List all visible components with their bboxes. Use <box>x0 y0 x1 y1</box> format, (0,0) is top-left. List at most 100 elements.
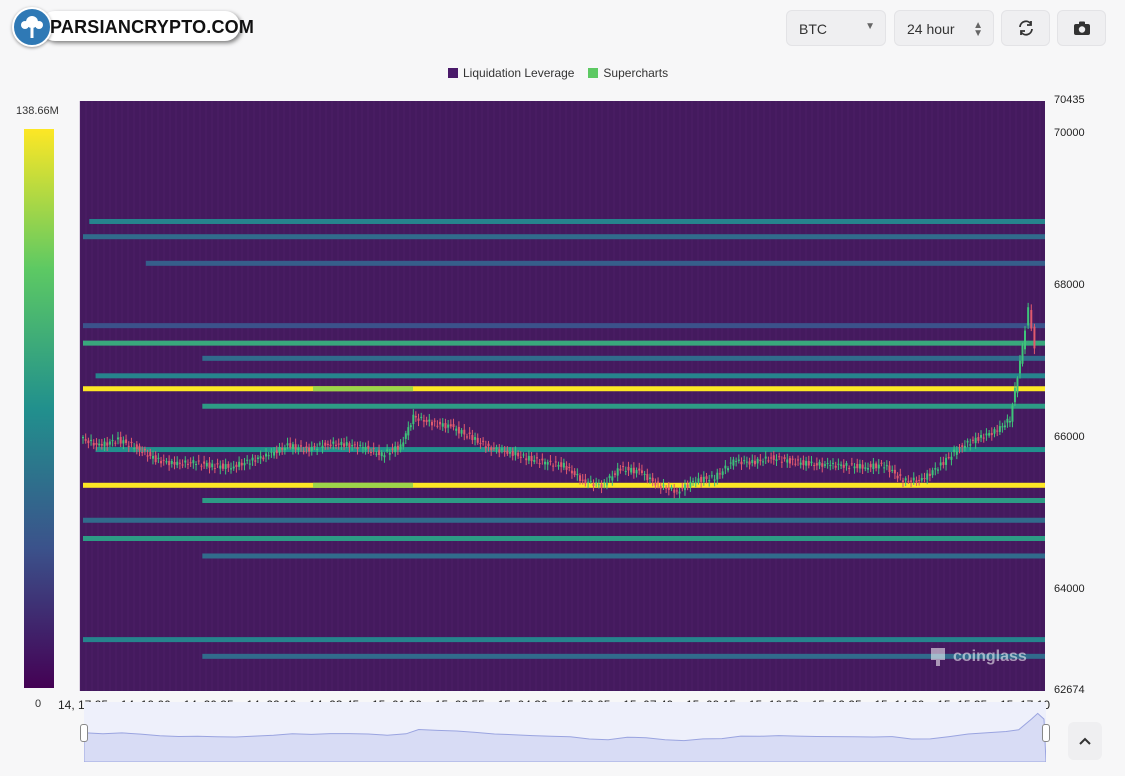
price-candle <box>95 443 98 445</box>
price-candle <box>367 445 370 449</box>
price-candle <box>326 443 329 445</box>
liquidation-band <box>83 323 1045 329</box>
price-candle <box>753 460 756 465</box>
price-candle <box>386 449 389 452</box>
price-candle <box>436 425 439 427</box>
price-candle <box>797 459 800 461</box>
navigator-right-handle[interactable] <box>1042 724 1050 742</box>
price-candle <box>474 437 477 440</box>
price-candle <box>562 462 565 468</box>
price-candle <box>867 468 869 470</box>
price-candle <box>624 471 627 473</box>
price-candle <box>216 463 219 465</box>
price-candle <box>391 448 394 450</box>
legend-item-supercharts[interactable]: Supercharts <box>588 66 668 80</box>
liquidation-band <box>83 234 1045 240</box>
y-tick-label: 66000 <box>1054 431 1085 444</box>
price-candle <box>375 453 378 455</box>
price-candle <box>449 424 452 427</box>
screenshot-button[interactable] <box>1057 10 1106 46</box>
price-candle <box>197 460 200 462</box>
price-candle <box>238 461 241 467</box>
price-candle <box>597 484 600 486</box>
logo-text: PARSIANCRYPTO.COM <box>50 17 255 37</box>
price-candle <box>530 455 533 462</box>
price-candle <box>433 420 436 422</box>
price-candle <box>359 444 362 446</box>
price-candle <box>525 458 528 461</box>
price-candle <box>310 446 313 451</box>
collapse-navigator-button[interactable] <box>1068 722 1102 760</box>
price-candle <box>646 474 649 481</box>
price-candle <box>821 463 824 467</box>
liquidation-band <box>95 373 1045 379</box>
navigator-left-handle[interactable] <box>80 724 88 742</box>
price-candle <box>417 418 420 421</box>
price-candle <box>281 447 284 450</box>
price-candle <box>651 477 654 482</box>
price-candle <box>490 447 493 451</box>
price-candle <box>584 479 587 484</box>
chevron-down-icon: ▼ <box>865 21 875 32</box>
price-candle <box>348 443 351 448</box>
price-candle <box>441 423 444 427</box>
price-candle <box>1024 330 1026 350</box>
watermark-text: coinglass <box>953 648 1027 665</box>
price-candle <box>1008 420 1011 423</box>
price-candle <box>794 463 797 465</box>
liquidation-band <box>202 653 1045 659</box>
price-candle <box>484 446 487 449</box>
legend-item-liquidation-leverage[interactable]: Liquidation Leverage <box>448 66 574 80</box>
price-candle <box>125 439 128 443</box>
price-candle <box>683 484 686 491</box>
price-candle <box>92 442 95 446</box>
price-candle <box>802 460 805 466</box>
refresh-button[interactable] <box>1001 10 1050 46</box>
timeframe-select[interactable]: 24 hour ▲ ▼ <box>894 10 994 46</box>
price-candle <box>535 457 538 459</box>
liquidation-band <box>83 340 1045 346</box>
range-navigator[interactable] <box>83 702 1047 763</box>
updown-arrows-icon: ▲ ▼ <box>973 20 983 39</box>
price-candle <box>130 441 133 444</box>
price-candle <box>430 421 433 426</box>
price-candle <box>1011 405 1014 422</box>
symbol-select[interactable]: BTC ▼ <box>786 10 886 46</box>
price-candle <box>514 451 517 456</box>
price-candle <box>275 450 278 454</box>
price-candle <box>409 425 412 428</box>
price-candle <box>294 444 297 450</box>
price-candle <box>439 421 442 425</box>
price-candle <box>149 452 152 457</box>
price-candle <box>727 468 730 471</box>
price-candle <box>632 467 635 474</box>
price-candle <box>963 445 966 449</box>
price-candle <box>856 463 859 469</box>
price-candle <box>211 463 214 468</box>
price-candle <box>428 419 431 422</box>
price-candle <box>928 473 931 476</box>
price-candle <box>745 461 748 463</box>
price-candle <box>422 420 425 422</box>
legend-label: Liquidation Leverage <box>463 66 575 80</box>
price-candle <box>560 462 563 467</box>
price-candle <box>945 457 948 465</box>
price-candle <box>872 463 875 470</box>
price-candle <box>815 463 818 466</box>
price-candle <box>630 468 633 473</box>
price-candle <box>230 468 233 470</box>
price-candle <box>627 466 630 471</box>
price-candle <box>810 461 813 464</box>
price-candle <box>506 450 509 454</box>
price-candle <box>969 444 972 446</box>
price-candle <box>920 478 923 481</box>
liquidation-band <box>202 403 1045 409</box>
price-candle <box>557 464 560 467</box>
price-candle <box>587 481 590 483</box>
price-candle <box>775 459 778 461</box>
price-candle <box>173 462 176 465</box>
price-candle <box>414 415 417 418</box>
chart-legend: Liquidation Leverage Supercharts <box>448 66 668 80</box>
price-candle <box>737 459 740 461</box>
